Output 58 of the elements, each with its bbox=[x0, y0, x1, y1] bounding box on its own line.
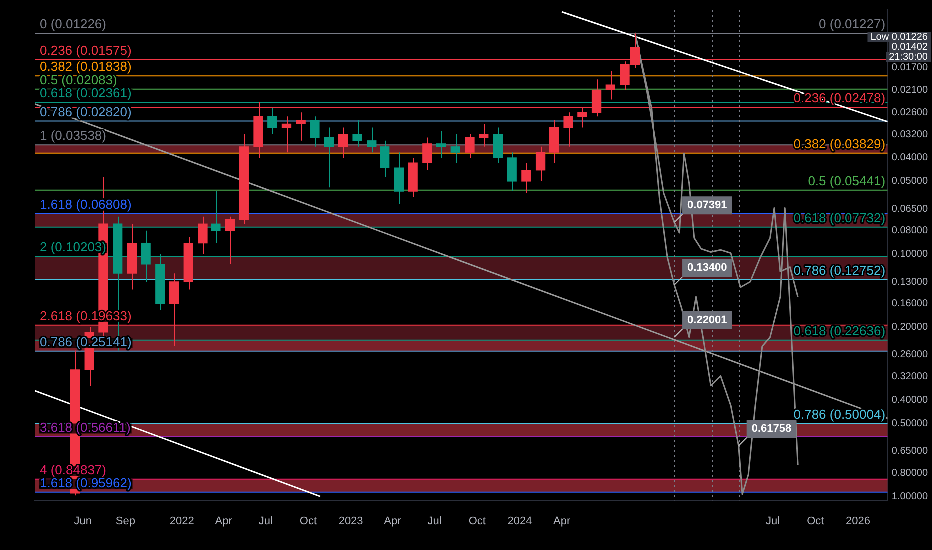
y-tick-label: 0.20000 bbox=[892, 322, 928, 334]
y-tick-label: 0.02100 bbox=[892, 84, 928, 96]
y-tick-label: 0.10000 bbox=[892, 249, 928, 260]
y-tick-label: 0.04000 bbox=[892, 152, 928, 164]
x-tick-label: Apr bbox=[215, 515, 233, 528]
x-tick-label: Oct bbox=[300, 515, 318, 528]
y-tick-label: 0.32000 bbox=[892, 372, 928, 383]
annotation: 0.382 (0.03829) bbox=[794, 136, 886, 152]
annotation: 0.22001 bbox=[688, 314, 728, 326]
ref-line-label: 0.786 (0.02820) bbox=[40, 104, 132, 120]
y-tick-label: 0.13000 bbox=[892, 276, 928, 288]
x-tick-label: Oct bbox=[468, 515, 486, 528]
x-tick-label: Oct bbox=[807, 515, 824, 528]
y-tick-label: 0.01700 bbox=[892, 62, 928, 74]
ref-line-label: 1 (0.03538) bbox=[40, 128, 106, 144]
text: 0.01402 bbox=[892, 42, 928, 53]
y-tick-label: 0.16000 bbox=[892, 298, 928, 310]
ref-line-label: 4 (0.84837) bbox=[40, 462, 106, 478]
annotation: 0.07391 bbox=[688, 200, 728, 212]
x-tick-label: Apr bbox=[554, 515, 571, 528]
y-tick-label: 0.06500 bbox=[892, 204, 928, 215]
ref-line-label: 0 (0.01226) bbox=[40, 16, 106, 32]
annotation: 0.786 (0.12752) bbox=[794, 263, 886, 278]
ref-line-label: 2.618 (0.19633) bbox=[40, 308, 132, 324]
annotation: 0 (0.01227) bbox=[819, 16, 886, 32]
annotation: 0.5 (0.05441) bbox=[808, 173, 886, 188]
x-tick-label: 2026 bbox=[846, 515, 870, 528]
y-tick-label: 0.05000 bbox=[892, 176, 928, 188]
x-tick-label: Jul bbox=[428, 515, 442, 528]
ref-line-label: 0.236 (0.01575) bbox=[40, 43, 132, 58]
ref-line-label: 0.786 (0.25141) bbox=[40, 334, 132, 350]
x-tick-label: Apr bbox=[384, 515, 402, 528]
text: 21:30:00 bbox=[889, 52, 928, 63]
x-tick-label: Sep bbox=[116, 515, 136, 528]
annotation: 0.618 (0.07732) bbox=[794, 210, 886, 226]
y-tick-label: 0.40000 bbox=[892, 395, 928, 406]
annotation: Low 0.01226 bbox=[870, 32, 928, 43]
x-tick-label: Jun bbox=[74, 515, 92, 528]
y-tick-label: 0.65000 bbox=[892, 446, 928, 458]
x-tick-label: Jul bbox=[766, 515, 780, 528]
y-tick-label: 0.03200 bbox=[892, 129, 928, 140]
x-tick-label: 2024 bbox=[508, 515, 532, 528]
annotation: 0.61758 bbox=[752, 422, 792, 435]
x-tick-label: Jul bbox=[258, 515, 273, 528]
y-tick-label: 0.50000 bbox=[892, 418, 928, 430]
y-tick-label: 0.26000 bbox=[892, 350, 928, 361]
x-tick-label: 2023 bbox=[338, 515, 364, 528]
ref-line-label: 1.618 (0.06808) bbox=[40, 197, 132, 212]
y-tick-label: 1.00000 bbox=[892, 491, 928, 502]
ref-line-label: 2 (0.10203) bbox=[40, 240, 106, 255]
ref-line-label: 3.618 (0.56611) bbox=[40, 420, 131, 435]
annotation: 0.618 (0.22636) bbox=[794, 323, 886, 338]
y-tick-label: 0.02600 bbox=[892, 107, 928, 118]
y-tick-label: 0.80000 bbox=[892, 468, 928, 479]
annotation: 0.13400 bbox=[688, 262, 728, 274]
ref-line-label: 0.382 (0.01838) bbox=[40, 59, 132, 74]
x-tick-label: 2022 bbox=[170, 515, 194, 528]
y-tick-label: 0.08000 bbox=[892, 226, 928, 237]
